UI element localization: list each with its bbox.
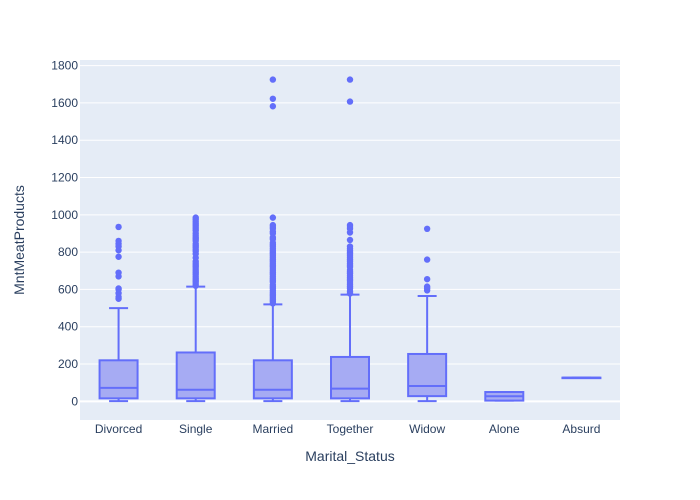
outlier-point bbox=[423, 283, 431, 290]
outlier-point bbox=[346, 98, 354, 105]
outlier-point bbox=[346, 243, 354, 250]
outlier-point bbox=[115, 285, 122, 292]
y-tick-label: 200 bbox=[58, 357, 78, 371]
outlier-point bbox=[269, 221, 277, 229]
box-iqr bbox=[175, 351, 216, 400]
outlier-point bbox=[269, 103, 277, 110]
y-tick-label: 1800 bbox=[51, 59, 78, 73]
box-single bbox=[175, 214, 216, 403]
box-absurd bbox=[561, 376, 602, 380]
x-tick-label: Divorced bbox=[95, 422, 142, 436]
outlier-point bbox=[115, 253, 122, 260]
x-tick-label: Married bbox=[253, 422, 294, 436]
box-divorced bbox=[98, 223, 139, 403]
box-iqr bbox=[330, 355, 370, 400]
outlier-point bbox=[423, 275, 431, 283]
outlier-point bbox=[115, 269, 122, 276]
box-widow bbox=[407, 225, 448, 403]
y-tick-label: 400 bbox=[58, 320, 78, 334]
x-tick-label: Single bbox=[179, 422, 213, 436]
box-together bbox=[330, 76, 370, 403]
outlier-point bbox=[192, 214, 199, 221]
x-tick-label: Together bbox=[327, 422, 374, 436]
outlier-point bbox=[269, 214, 277, 221]
box-alone bbox=[484, 391, 525, 402]
box-iqr bbox=[252, 359, 293, 400]
x-tick-label: Widow bbox=[409, 422, 445, 436]
y-tick-label: 800 bbox=[58, 245, 78, 259]
outlier-point bbox=[115, 237, 122, 245]
y-axis-ticks: 0 200 400 600 800 1000 1200 1400 1600 1800 bbox=[51, 59, 78, 409]
outlier-point bbox=[346, 76, 354, 83]
outlier-point bbox=[423, 225, 431, 233]
x-tick-label: Alone bbox=[489, 422, 520, 436]
y-tick-label: 1400 bbox=[51, 133, 78, 147]
x-axis-ticks: Divorced Single Married Together Widow Alone A… bbox=[95, 422, 601, 436]
box-married bbox=[252, 76, 293, 403]
outlier-point bbox=[269, 76, 277, 83]
outlier-point bbox=[115, 223, 122, 231]
outlier-point bbox=[269, 95, 277, 102]
y-axis-title: MntMeatProducts bbox=[11, 185, 27, 295]
y-tick-label: 0 bbox=[71, 394, 78, 408]
box-series bbox=[98, 76, 602, 403]
x-axis-title: Marital_Status bbox=[305, 448, 394, 464]
x-tick-label: Absurd bbox=[562, 422, 600, 436]
y-tick-label: 1200 bbox=[51, 171, 78, 185]
outlier-point bbox=[423, 256, 431, 263]
y-tick-label: 600 bbox=[58, 282, 78, 296]
y-tick-label: 1600 bbox=[51, 96, 78, 110]
outlier-point bbox=[346, 236, 354, 244]
y-tick-label: 1000 bbox=[51, 208, 78, 222]
box-iqr bbox=[98, 359, 139, 400]
outlier-point bbox=[346, 221, 354, 229]
box-iqr bbox=[407, 352, 448, 398]
